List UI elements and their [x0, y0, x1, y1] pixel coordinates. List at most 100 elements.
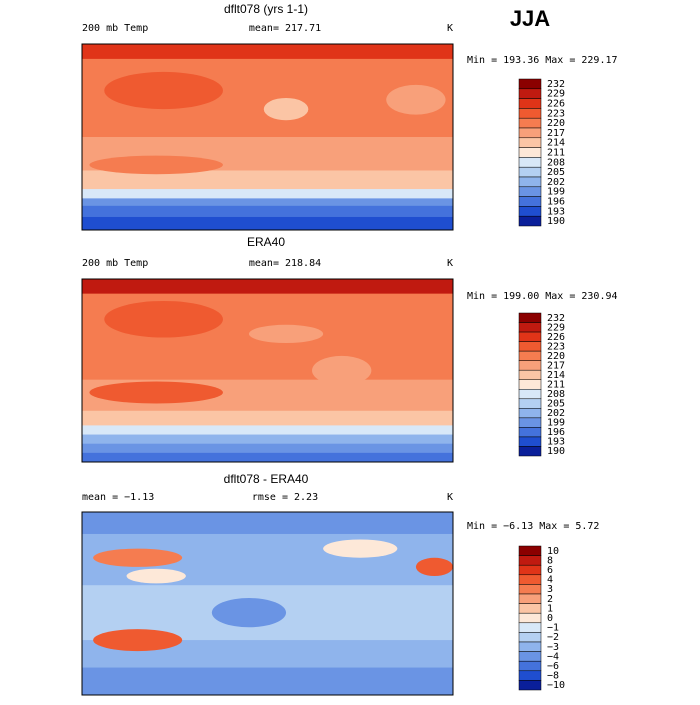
colorbar-label: −10 — [547, 680, 565, 691]
colorbar-box — [518, 215, 542, 227]
panel-unit: K — [447, 492, 453, 503]
colorbar-label: −4 — [547, 651, 559, 662]
colorbar-box — [518, 417, 542, 428]
colorbar-label: 223 — [547, 108, 565, 119]
colorbar-box — [518, 632, 542, 643]
colorbar-label: 193 — [547, 437, 565, 448]
map-contour — [89, 381, 223, 404]
colorbar-label: 196 — [547, 427, 565, 438]
map-contour — [82, 667, 453, 696]
map-contour — [248, 324, 324, 344]
panel-subtitle-center: rmse = 2.23 — [252, 492, 318, 503]
map-contour — [82, 410, 453, 426]
min-max: Min = 193.36 Max = 229.17 — [467, 55, 618, 66]
map-contour — [82, 452, 453, 463]
colorbar-label: 193 — [547, 206, 565, 217]
colorbar-label: 208 — [547, 389, 565, 400]
colorbar-label: 211 — [547, 380, 565, 391]
colorbar-box — [518, 680, 542, 691]
panel-subtitle-center: mean= 218.84 — [249, 258, 321, 269]
colorbar-box — [518, 603, 542, 614]
panel-subtitle-left: mean = −1.13 — [82, 492, 154, 503]
colorbar-box — [518, 369, 542, 380]
colorbar-label: 229 — [547, 89, 565, 100]
map-contour — [104, 300, 223, 338]
colorbar-label: 6 — [547, 565, 553, 576]
colorbar-label: 202 — [547, 408, 565, 419]
panel-subtitle-left: 200 mb Temp — [82, 23, 148, 34]
colorbar-label: 4 — [547, 575, 553, 586]
colorbar-box — [518, 427, 542, 438]
map-frame — [81, 278, 454, 463]
map-contour — [82, 425, 453, 436]
colorbar-label: 199 — [547, 418, 565, 429]
colorbar-box — [518, 176, 542, 188]
colorbar-label: 8 — [547, 555, 553, 566]
map-contour — [82, 189, 453, 199]
colorbar-label: 208 — [547, 157, 565, 168]
colorbar-label: 196 — [547, 197, 565, 208]
colorbar-label: 217 — [547, 360, 565, 371]
map-contour — [93, 629, 183, 652]
map-contour — [211, 598, 287, 628]
colorbar-box — [518, 545, 542, 556]
min-max: Min = 199.00 Max = 230.94 — [467, 291, 618, 302]
colorbar-box — [518, 117, 542, 129]
colorbar-label: 220 — [547, 118, 565, 129]
colorbar-box — [518, 322, 542, 333]
colorbar-box — [518, 574, 542, 585]
colorbar-box — [518, 622, 542, 633]
colorbar-label: 220 — [547, 351, 565, 362]
colorbar-label: 190 — [547, 446, 565, 457]
colorbar-box — [518, 312, 542, 323]
colorbar-box — [518, 78, 542, 90]
min-max: Min = −6.13 Max = 5.72 — [467, 521, 599, 532]
colorbar-box — [518, 389, 542, 400]
colorbar-box — [518, 670, 542, 681]
colorbar-label: 217 — [547, 128, 565, 139]
colorbar-box — [518, 651, 542, 662]
colorbar-box — [518, 88, 542, 99]
panel-subtitle-center: mean= 217.71 — [249, 23, 321, 34]
colorbar-label: 226 — [547, 99, 565, 110]
map-contour — [82, 512, 453, 535]
colorbar-label: 10 — [547, 546, 559, 557]
colorbar-label: 0 — [547, 613, 553, 624]
colorbar-label: 214 — [547, 138, 565, 149]
map-contour — [82, 170, 453, 190]
colorbar-label: 202 — [547, 177, 565, 188]
colorbar-box — [518, 660, 542, 672]
colorbar-box — [518, 593, 542, 604]
map-contour — [82, 44, 453, 60]
colorbar-label: 3 — [547, 584, 553, 595]
colorbar-box — [518, 98, 542, 109]
colorbar-label: 223 — [547, 341, 565, 352]
colorbar-label: −1 — [547, 623, 559, 634]
map-contour — [82, 443, 453, 454]
map-contour — [82, 205, 453, 218]
colorbar-label: 199 — [547, 187, 565, 198]
map-contour — [82, 279, 453, 295]
colorbar-box — [518, 206, 542, 217]
map-contour — [82, 198, 453, 207]
colorbar-label: 211 — [547, 148, 565, 159]
colorbar-label: 214 — [547, 370, 565, 381]
colorbar-box — [518, 157, 542, 168]
colorbar-box — [518, 360, 542, 371]
colorbar-box — [518, 166, 542, 178]
colorbar-box — [518, 612, 542, 624]
colorbar-label: 226 — [547, 332, 565, 343]
colorbar-box — [518, 555, 542, 566]
colorbar-box — [518, 379, 542, 390]
colorbar-label: 205 — [547, 167, 565, 178]
map-contour — [126, 568, 186, 584]
colorbar-box — [518, 127, 542, 139]
panel-title: dflt078 (yrs 1-1) — [224, 2, 308, 16]
colorbar-box — [518, 398, 542, 409]
map-contour — [386, 84, 446, 115]
map-contour — [415, 557, 454, 577]
map-contour — [263, 97, 309, 121]
colorbar-box — [518, 186, 542, 197]
colorbar-box — [518, 147, 542, 158]
